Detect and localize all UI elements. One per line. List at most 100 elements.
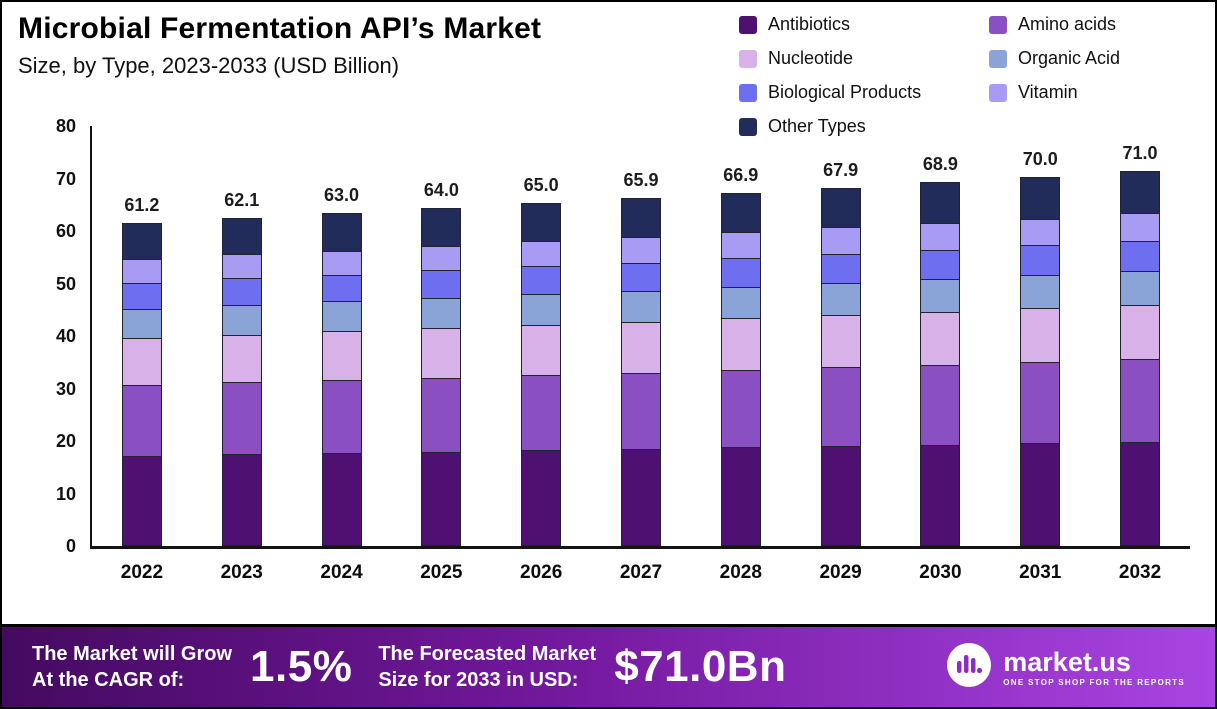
bar-segment-antibiotics — [222, 454, 261, 545]
forecast-value: $71.0Bn — [614, 642, 787, 691]
bar-segment-other-types — [222, 219, 261, 255]
x-tick-label-2027: 2027 — [619, 562, 663, 583]
bar-segment-vitamin — [322, 250, 361, 275]
legend-item-biological-products: Biological Products — [739, 82, 989, 103]
legend-swatch-organic-acid — [989, 49, 1007, 68]
bar-segment-vitamin — [921, 223, 960, 250]
bar-segment-vitamin — [821, 227, 860, 254]
bar-segment-amino-acids — [422, 377, 461, 452]
legend-label: Biological Products — [768, 82, 922, 102]
legend-swatch-biological-products — [739, 83, 757, 102]
x-tick-label-2025: 2025 — [420, 562, 463, 583]
bar-segment-biological-products — [921, 249, 960, 280]
legend-item-organic-acid: Organic Acid — [989, 48, 1201, 69]
bar-slot-2023: 62.1 — [192, 126, 292, 546]
bar-segment-biological-products — [222, 278, 261, 306]
legend-label: Vitamin — [1018, 82, 1078, 102]
bar-segment-other-types — [721, 193, 760, 233]
legend-item-other-types: Other Types — [739, 116, 989, 137]
bar-segment-organic-acid — [522, 294, 561, 325]
bar-segment-other-types — [522, 203, 561, 242]
y-tick-label: 70 — [55, 168, 76, 189]
bar-slot-2028: 66.9 — [691, 126, 791, 546]
bar-segment-other-types — [921, 183, 960, 224]
x-tick-label-2031: 2031 — [1019, 562, 1062, 583]
legend-item-antibiotics: Antibiotics — [739, 14, 989, 35]
bar-segment-vitamin — [621, 237, 660, 263]
bar-segment-organic-acid — [1121, 270, 1160, 305]
bar-segment-amino-acids — [122, 384, 161, 456]
bar-segment-other-types — [322, 214, 361, 251]
bar-segment-nucleotide — [122, 337, 161, 385]
bar-segment-amino-acids — [621, 372, 660, 449]
bar-segment-other-types — [821, 188, 860, 228]
legend-label: Nucleotide — [768, 48, 854, 68]
page-subtitle: Size, by Type, 2023-2033 (USD Billion) — [18, 53, 400, 78]
legend-swatch-antibiotics — [739, 15, 757, 34]
bar-value-label: 65.0 — [523, 174, 559, 195]
bar-slot-2032: 71.0 — [1090, 126, 1190, 546]
market-us-logo: market.us ONE STOP SHOP FOR THE REPORTS — [945, 641, 1185, 694]
x-tick-label-2030: 2030 — [919, 562, 962, 583]
plot-area: 61.2 62.1 63.0 64.0 65.0 65.9 66.9 67.9 68.9 70.0… — [90, 126, 1190, 549]
bar-segment-biological-products — [322, 274, 361, 302]
y-tick-label: 10 — [55, 483, 76, 504]
x-tick-label-2028: 2028 — [719, 562, 762, 583]
bar-value-label: 64.0 — [423, 180, 459, 201]
bar-segment-biological-products — [522, 266, 561, 295]
cagr-value: 1.5% — [250, 642, 353, 691]
stacked-bar-2025 — [421, 208, 462, 546]
legend-swatch-other-types — [739, 117, 757, 136]
chart-header: Microbial Fermentation API’s Market Size… — [18, 12, 541, 79]
bar-segment-antibiotics — [721, 447, 760, 545]
stacked-bar-2023 — [221, 218, 262, 546]
bar-segment-amino-acids — [222, 382, 261, 455]
y-tick-label: 50 — [55, 273, 76, 294]
bottom-banner: The Market will Grow At the CAGR of: 1.5… — [2, 624, 1215, 707]
bar-segment-nucleotide — [422, 328, 461, 378]
bar-segment-nucleotide — [322, 331, 361, 381]
bar-segment-amino-acids — [522, 374, 561, 450]
bar-segment-nucleotide — [1021, 308, 1060, 363]
stacked-bar-2027 — [620, 198, 661, 546]
x-tick-label-2022: 2022 — [120, 562, 164, 583]
y-tick-label: 60 — [55, 221, 76, 241]
stacked-bar-2024 — [321, 213, 362, 546]
y-tick-label: 0 — [65, 536, 76, 556]
forecast-label-line1: The Forecasted Market — [378, 643, 597, 665]
bar-value-label: 68.9 — [922, 154, 958, 175]
x-tick-label-2029: 2029 — [819, 562, 862, 583]
brand-name: market.us — [1003, 646, 1131, 677]
bar-slot-2024: 63.0 — [292, 126, 392, 546]
bar-segment-other-types — [422, 209, 461, 246]
bar-segment-biological-products — [821, 253, 860, 283]
legend-item-nucleotide: Nucleotide — [739, 48, 989, 69]
legend: Antibiotics Amino acids Nucleotide Organic … — [739, 14, 1201, 137]
bar-segment-vitamin — [222, 254, 261, 279]
bar-value-label: 71.0 — [1122, 143, 1158, 164]
bar-segment-biological-products — [1021, 245, 1060, 276]
market-us-logo-icon — [945, 641, 993, 694]
bar-segment-vitamin — [1021, 218, 1060, 246]
bar-value-label: 65.9 — [623, 170, 659, 191]
bar-segment-biological-products — [1121, 240, 1160, 271]
bar-segment-antibiotics — [1021, 443, 1060, 545]
y-tick-label: 80 — [55, 116, 76, 136]
x-tick-label-2024: 2024 — [320, 562, 363, 583]
legend-item-vitamin: Vitamin — [989, 82, 1201, 103]
brand-text: market.us ONE STOP SHOP FOR THE REPORTS — [1003, 648, 1185, 687]
bar-segment-amino-acids — [921, 364, 960, 445]
bar-segment-antibiotics — [821, 445, 860, 545]
bar-segment-nucleotide — [621, 321, 660, 373]
stacked-bar-2030 — [920, 182, 961, 546]
legend-label: Amino acids — [1018, 14, 1117, 34]
bar-slot-2030: 68.9 — [891, 126, 991, 546]
bar-segment-amino-acids — [821, 367, 860, 446]
bar-segment-other-types — [1021, 177, 1060, 219]
bar-segment-other-types — [621, 199, 660, 238]
bar-segment-organic-acid — [322, 301, 361, 332]
bar-segment-nucleotide — [921, 311, 960, 365]
legend-swatch-vitamin — [989, 83, 1007, 102]
bar-value-label: 66.9 — [723, 164, 759, 185]
